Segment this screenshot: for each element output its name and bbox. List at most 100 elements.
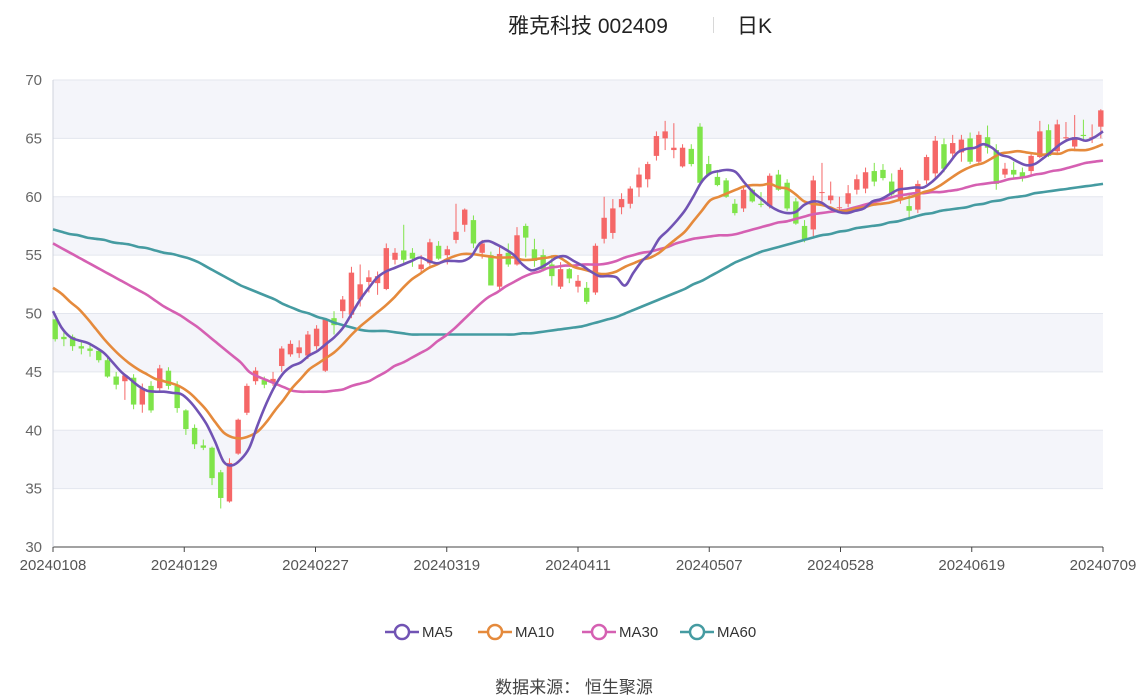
legend-label: MA5 bbox=[422, 623, 453, 641]
candle bbox=[296, 340, 302, 358]
candle-body bbox=[706, 164, 712, 175]
candle bbox=[348, 266, 355, 319]
candle bbox=[784, 179, 790, 211]
candle-body bbox=[165, 370, 172, 386]
candle bbox=[915, 180, 921, 214]
candle-body bbox=[462, 209, 468, 225]
candle-body bbox=[209, 447, 215, 479]
candle bbox=[592, 243, 599, 295]
candle-body bbox=[1054, 124, 1060, 152]
candle-body bbox=[1010, 169, 1017, 175]
candle-body bbox=[418, 264, 424, 270]
candle bbox=[401, 224, 407, 264]
candle bbox=[52, 319, 58, 342]
candle-body bbox=[732, 203, 738, 214]
legend-marker-icon bbox=[582, 623, 616, 641]
candle-body bbox=[976, 134, 982, 162]
x-tick-label: 20240227 bbox=[282, 557, 349, 574]
legend-marker-icon bbox=[478, 623, 512, 641]
legend-item-ma10[interactable]: MA10 bbox=[478, 620, 554, 644]
candle bbox=[697, 123, 703, 186]
candle bbox=[845, 185, 851, 208]
candle bbox=[392, 248, 398, 265]
candle-body bbox=[601, 217, 607, 239]
candle-body bbox=[610, 208, 616, 233]
legend-marker-icon bbox=[385, 623, 419, 641]
candle bbox=[958, 134, 965, 162]
candle-body bbox=[357, 284, 363, 300]
ma30-line bbox=[52, 159, 1104, 394]
candle-body bbox=[1002, 168, 1008, 175]
candle-body bbox=[958, 139, 965, 153]
candle bbox=[854, 174, 860, 195]
candle-body bbox=[479, 243, 485, 253]
candle-body bbox=[148, 385, 154, 411]
grid-band bbox=[53, 196, 1103, 256]
candle-body bbox=[1037, 131, 1043, 158]
candle-body bbox=[523, 225, 529, 238]
candle-body bbox=[313, 328, 320, 347]
y-tick-label: 50 bbox=[25, 306, 42, 323]
candle-body bbox=[191, 427, 198, 445]
candle-body bbox=[749, 189, 755, 202]
candle bbox=[165, 367, 172, 390]
ma60-line bbox=[52, 182, 1104, 336]
candle bbox=[984, 125, 991, 154]
candle bbox=[645, 161, 651, 188]
candle-body bbox=[87, 348, 93, 351]
candle-body bbox=[671, 147, 677, 151]
candle bbox=[235, 418, 241, 455]
candle-body bbox=[819, 192, 825, 194]
candle-body bbox=[871, 171, 877, 182]
candle-body bbox=[697, 126, 703, 183]
candle-body bbox=[279, 348, 285, 367]
candle-body bbox=[61, 336, 67, 340]
candle bbox=[827, 181, 834, 204]
candle-body bbox=[270, 378, 276, 383]
legend-item-ma60[interactable]: MA60 bbox=[680, 620, 756, 644]
x-tick-label: 20240507 bbox=[676, 557, 743, 574]
candle bbox=[374, 271, 381, 295]
candle-body bbox=[96, 350, 102, 361]
candle-body bbox=[435, 245, 442, 259]
candle-body bbox=[584, 287, 590, 302]
candle-body bbox=[1028, 155, 1034, 172]
candle-body bbox=[1098, 110, 1104, 127]
candle bbox=[1045, 124, 1052, 158]
candle bbox=[96, 348, 102, 363]
candle-body bbox=[444, 249, 450, 256]
candle-body bbox=[984, 137, 991, 148]
candle-body bbox=[113, 376, 119, 385]
legend-item-ma30[interactable]: MA30 bbox=[582, 620, 658, 644]
candle-body bbox=[122, 375, 128, 382]
candle bbox=[732, 199, 738, 216]
candle-body bbox=[618, 199, 625, 208]
candle-body bbox=[1071, 137, 1078, 147]
candle bbox=[305, 331, 311, 360]
candle-body bbox=[932, 140, 938, 174]
candle bbox=[618, 193, 625, 215]
candle bbox=[113, 371, 119, 390]
candle bbox=[871, 162, 877, 187]
candle-body bbox=[557, 269, 564, 287]
stock-title: 雅克科技 002409 bbox=[508, 15, 668, 38]
candle bbox=[862, 167, 869, 194]
candle-body bbox=[383, 248, 389, 289]
candle bbox=[1071, 115, 1078, 152]
legend-item-ma5[interactable]: MA5 bbox=[385, 620, 453, 644]
candle-body bbox=[200, 445, 207, 448]
candle-body bbox=[174, 385, 180, 409]
kline-chart[interactable]: 30 35 40 45 50 55 60 65 70 20240108 20240129 202402… bbox=[0, 0, 1148, 610]
candle-body bbox=[401, 250, 407, 260]
x-tick-label: 20240709 bbox=[1070, 557, 1137, 574]
candle bbox=[1037, 120, 1043, 159]
candle-body bbox=[888, 181, 895, 195]
candle-body bbox=[897, 169, 904, 200]
candle-body bbox=[906, 206, 912, 211]
candle bbox=[706, 155, 712, 175]
candle bbox=[976, 131, 982, 165]
candle-body bbox=[836, 207, 843, 209]
legend-label: MA30 bbox=[619, 623, 659, 641]
candle-body bbox=[827, 195, 834, 201]
candle bbox=[575, 274, 581, 293]
